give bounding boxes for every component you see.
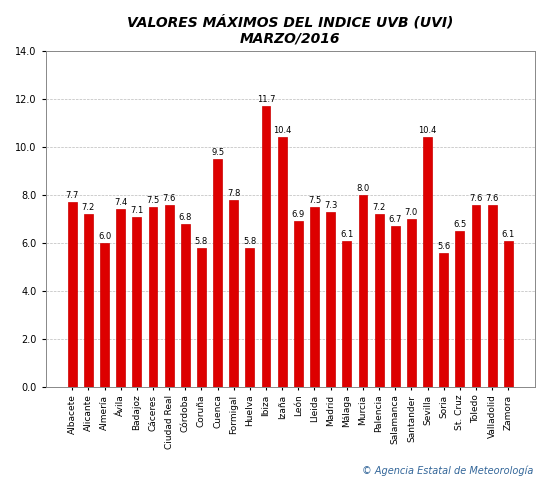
Text: 6.5: 6.5 bbox=[453, 220, 466, 229]
Bar bbox=[262, 106, 271, 387]
Bar bbox=[278, 137, 287, 387]
Text: 7.5: 7.5 bbox=[308, 196, 321, 205]
Bar bbox=[213, 159, 222, 387]
Bar bbox=[68, 202, 76, 387]
Bar bbox=[84, 214, 93, 387]
Text: 7.5: 7.5 bbox=[146, 196, 160, 205]
Bar bbox=[133, 217, 141, 387]
Bar bbox=[181, 224, 190, 387]
Text: 6.9: 6.9 bbox=[292, 210, 305, 219]
Title: VALORES MÁXIMOS DEL INDICE UVB (UVI)
MARZO/2016: VALORES MÁXIMOS DEL INDICE UVB (UVI) MAR… bbox=[127, 15, 453, 46]
Text: 7.6: 7.6 bbox=[162, 194, 176, 203]
Bar bbox=[439, 252, 448, 387]
Text: 7.2: 7.2 bbox=[82, 203, 95, 212]
Text: 6.0: 6.0 bbox=[98, 232, 111, 241]
Text: 10.4: 10.4 bbox=[419, 127, 437, 135]
Bar bbox=[229, 200, 238, 387]
Text: 10.4: 10.4 bbox=[273, 127, 292, 135]
Bar bbox=[375, 214, 383, 387]
Bar bbox=[326, 212, 335, 387]
Bar bbox=[407, 219, 416, 387]
Text: 6.8: 6.8 bbox=[179, 213, 192, 222]
Bar bbox=[294, 221, 303, 387]
Text: 5.8: 5.8 bbox=[195, 237, 208, 246]
Bar bbox=[423, 137, 432, 387]
Text: © Agencia Estatal de Meteorología: © Agencia Estatal de Meteorología bbox=[362, 465, 534, 476]
Text: 9.5: 9.5 bbox=[211, 148, 224, 157]
Text: 7.1: 7.1 bbox=[130, 206, 144, 215]
Text: 7.6: 7.6 bbox=[486, 194, 499, 203]
Text: 7.2: 7.2 bbox=[372, 203, 386, 212]
Bar bbox=[359, 195, 367, 387]
Text: 5.6: 5.6 bbox=[437, 242, 450, 250]
Bar bbox=[197, 248, 206, 387]
Bar bbox=[391, 226, 400, 387]
Bar bbox=[342, 240, 351, 387]
Bar bbox=[164, 205, 174, 387]
Text: 5.8: 5.8 bbox=[243, 237, 256, 246]
Bar bbox=[116, 209, 125, 387]
Text: 7.0: 7.0 bbox=[405, 208, 418, 217]
Text: 11.7: 11.7 bbox=[257, 95, 276, 104]
Bar bbox=[455, 231, 464, 387]
Bar bbox=[100, 243, 109, 387]
Text: 6.7: 6.7 bbox=[388, 215, 402, 224]
Text: 7.4: 7.4 bbox=[114, 198, 127, 207]
Text: 6.1: 6.1 bbox=[502, 229, 515, 239]
Text: 7.8: 7.8 bbox=[227, 189, 240, 198]
Bar bbox=[245, 248, 254, 387]
Text: 7.3: 7.3 bbox=[324, 201, 337, 210]
Bar bbox=[310, 207, 319, 387]
Bar bbox=[504, 240, 513, 387]
Text: 7.7: 7.7 bbox=[65, 191, 79, 200]
Text: 8.0: 8.0 bbox=[356, 184, 370, 193]
Bar bbox=[148, 207, 157, 387]
Text: 7.6: 7.6 bbox=[469, 194, 483, 203]
Bar bbox=[471, 205, 481, 387]
Bar bbox=[488, 205, 497, 387]
Text: 6.1: 6.1 bbox=[340, 229, 354, 239]
